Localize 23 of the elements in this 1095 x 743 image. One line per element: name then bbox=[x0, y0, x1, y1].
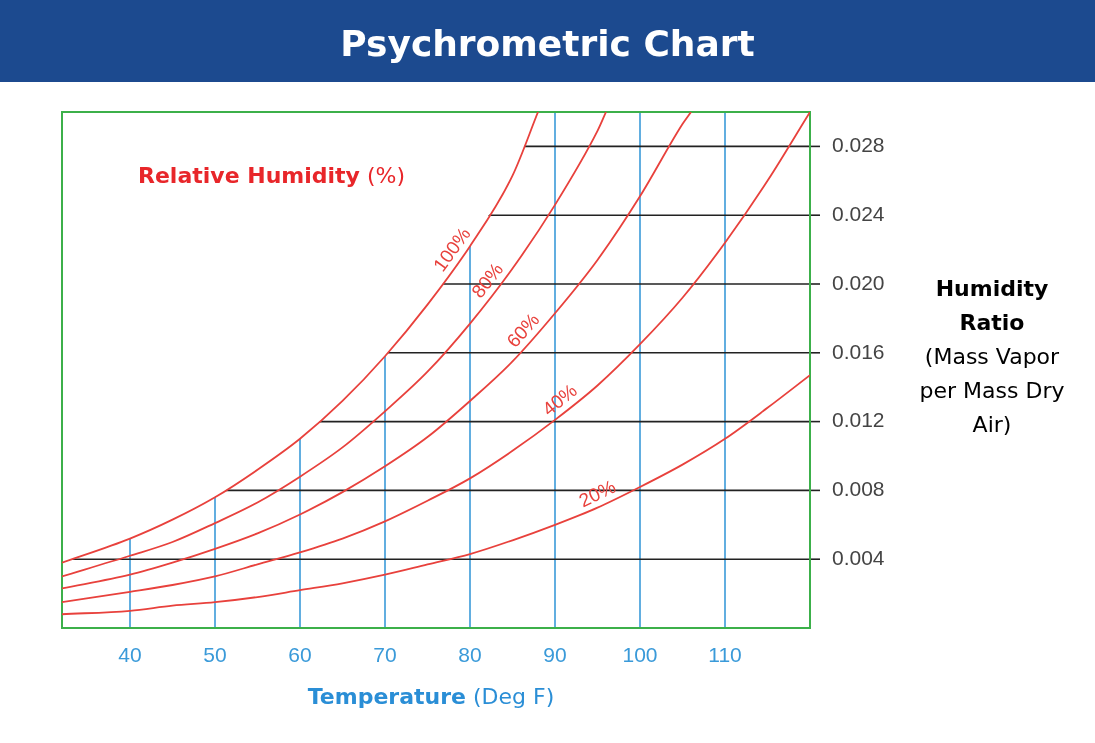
line-series bbox=[62, 112, 692, 590]
x-tick-label: 70 bbox=[373, 643, 397, 667]
y-tick-label: 0.024 bbox=[832, 202, 885, 225]
text: 40% bbox=[538, 379, 582, 420]
y-tick-label: 0.020 bbox=[832, 270, 885, 294]
x-tick-label: 40 bbox=[118, 643, 142, 667]
x-axis-title: Temperature (Deg F) bbox=[307, 684, 555, 709]
text: 20% bbox=[575, 475, 620, 512]
line-series bbox=[62, 112, 539, 564]
annotation: Relative Humidity (%) bbox=[138, 163, 405, 188]
x-tick-label: 80 bbox=[458, 643, 482, 667]
y-tick-label: 0.004 bbox=[832, 546, 885, 569]
y-tick-label: 0.008 bbox=[832, 477, 885, 501]
y-tick-label: 0.028 bbox=[832, 133, 885, 157]
x-tick-label: 90 bbox=[543, 643, 567, 667]
y-tick-label: 0.012 bbox=[832, 408, 885, 432]
chart-title: Psychrometric Chart bbox=[0, 0, 1095, 82]
x-tick-label: 50 bbox=[203, 643, 227, 667]
x-tick-label: 110 bbox=[708, 643, 742, 667]
y-tick-label: 0.016 bbox=[832, 339, 885, 363]
y-axis-title: Humidity Ratio (Mass Vapor per Mass Dry Air) bbox=[918, 275, 1066, 439]
x-tick-label: 60 bbox=[288, 643, 312, 667]
x-tick-label: 100 bbox=[622, 643, 658, 667]
